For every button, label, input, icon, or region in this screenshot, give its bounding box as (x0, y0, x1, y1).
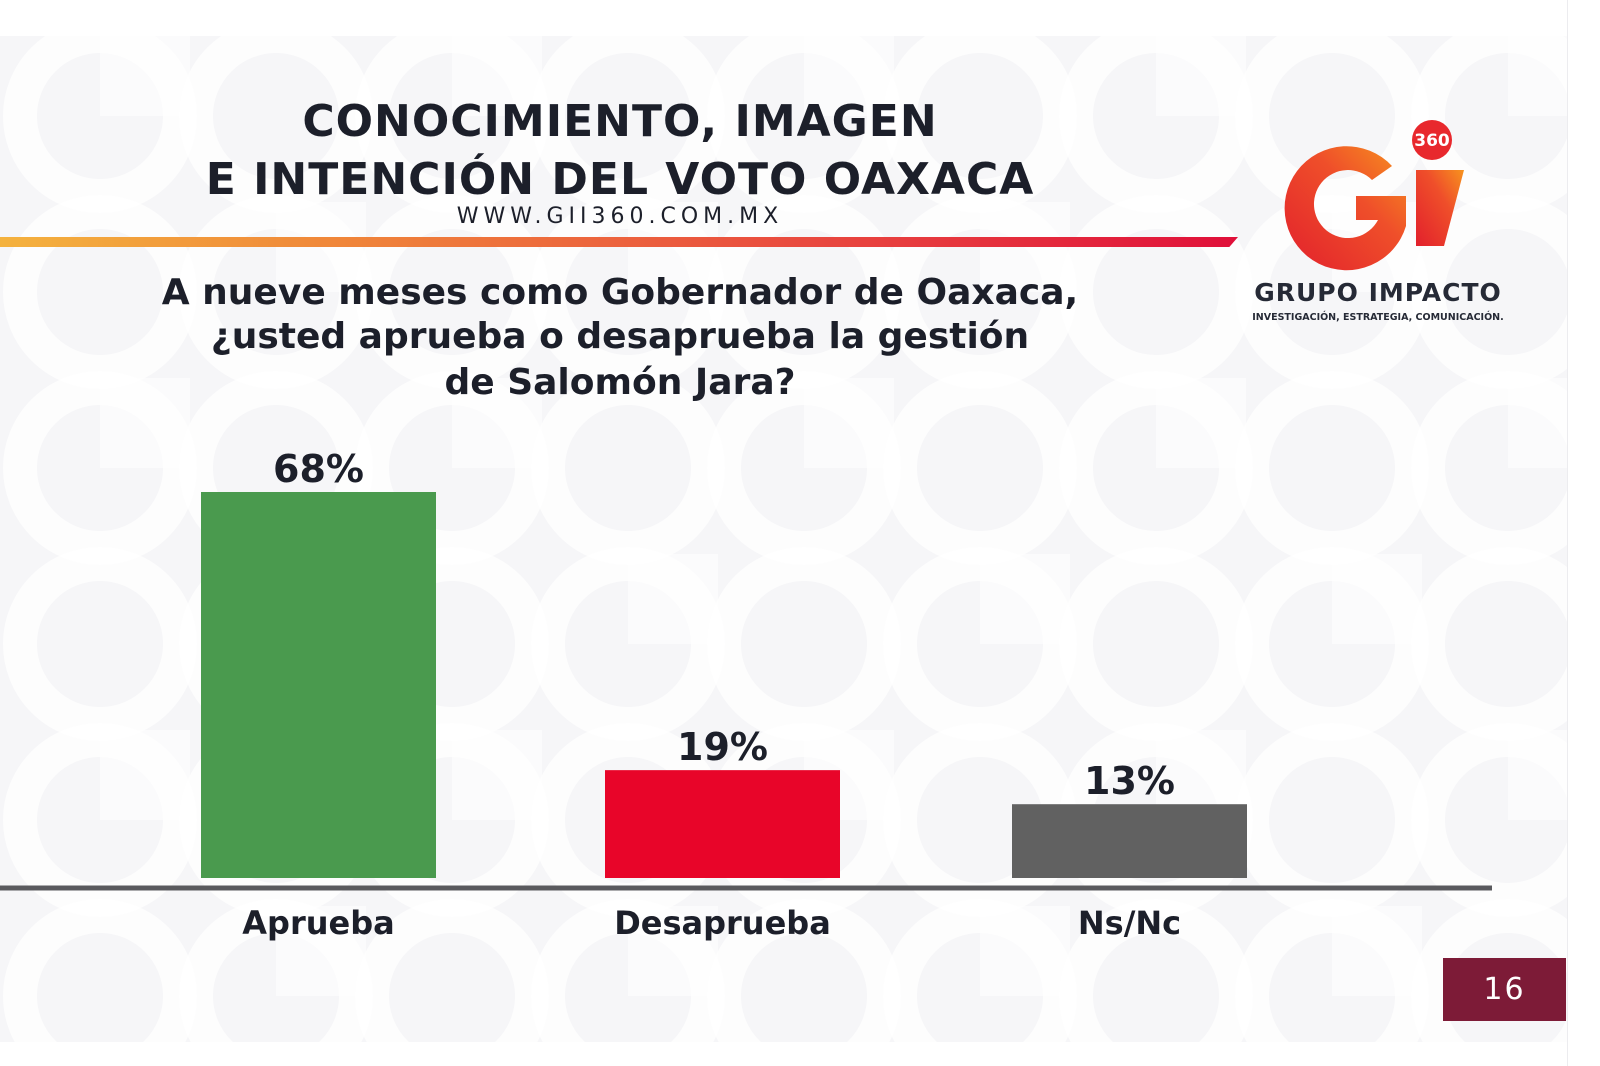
title-line-2: E INTENCIÓN DEL VOTO OAXACA (205, 154, 1035, 205)
bar-desaprueba (605, 770, 840, 878)
pattern-block (980, 202, 1070, 292)
question-line-1: A nueve meses como Gobernador de Oaxaca, (161, 272, 1079, 313)
bar-ns-nc (1012, 804, 1247, 878)
pattern-block (276, 202, 366, 292)
pattern-ring (1411, 899, 1568, 1042)
pattern-block (1332, 554, 1422, 644)
pattern-block (452, 36, 542, 116)
gi-360-logo: 360 (1284, 120, 1464, 271)
page-number-badge: 16 (1443, 958, 1566, 1021)
accent-gradient-bar (0, 237, 1238, 247)
background-pattern (3, 36, 1568, 1042)
pattern-block (452, 378, 542, 468)
logo-badge-circle (1412, 120, 1452, 160)
question-line-2: ¿usted aprueba o desaprueba la gestión (210, 316, 1030, 357)
category-labels-group: Aprueba Desaprueba Ns/Nc (242, 904, 1181, 942)
category-label: Desaprueba (614, 904, 831, 942)
pattern-block (628, 554, 718, 644)
pattern-block (1156, 378, 1246, 468)
pattern-block (1332, 906, 1422, 996)
pattern-block (628, 202, 718, 292)
logo-badge-text: 360 (1414, 131, 1450, 151)
bars-group (201, 492, 1247, 878)
pattern-block (804, 378, 894, 468)
question-line-3: de Salomón Jara? (444, 362, 796, 403)
logo-g-shape (1284, 146, 1406, 271)
pattern-block (1508, 36, 1568, 116)
pattern-block (100, 36, 190, 116)
category-label: Aprueba (242, 904, 394, 942)
logo-name: GRUPO IMPACTO (1254, 278, 1502, 307)
bar-value-label: 13% (1084, 759, 1175, 803)
pattern-block (1508, 730, 1568, 820)
value-labels-group: 68% 19% 13% (273, 447, 1175, 803)
page-edge (1567, 0, 1600, 1066)
title-line-1: CONOCIMIENTO, IMAGEN (302, 96, 938, 147)
bar-aprueba (201, 492, 436, 878)
pattern-block (628, 906, 718, 996)
pattern-block (1156, 36, 1246, 116)
website-url: WWW.GII360.COM.MX (456, 204, 784, 229)
pattern-block (980, 906, 1070, 996)
logo-tagline: INVESTIGACIÓN, ESTRATEGIA, COMUNICACIÓN. (1252, 312, 1504, 323)
category-label: Ns/Nc (1078, 904, 1181, 942)
bar-value-label: 19% (677, 725, 768, 769)
pattern-block (100, 378, 190, 468)
pattern-block (276, 906, 366, 996)
pattern-block (1508, 378, 1568, 468)
pattern-block (452, 730, 542, 820)
logo-i-shape (1416, 170, 1464, 246)
pattern-block (100, 730, 190, 820)
pattern-block (980, 554, 1070, 644)
bar-value-label: 68% (273, 447, 364, 491)
pattern-block (804, 36, 894, 116)
